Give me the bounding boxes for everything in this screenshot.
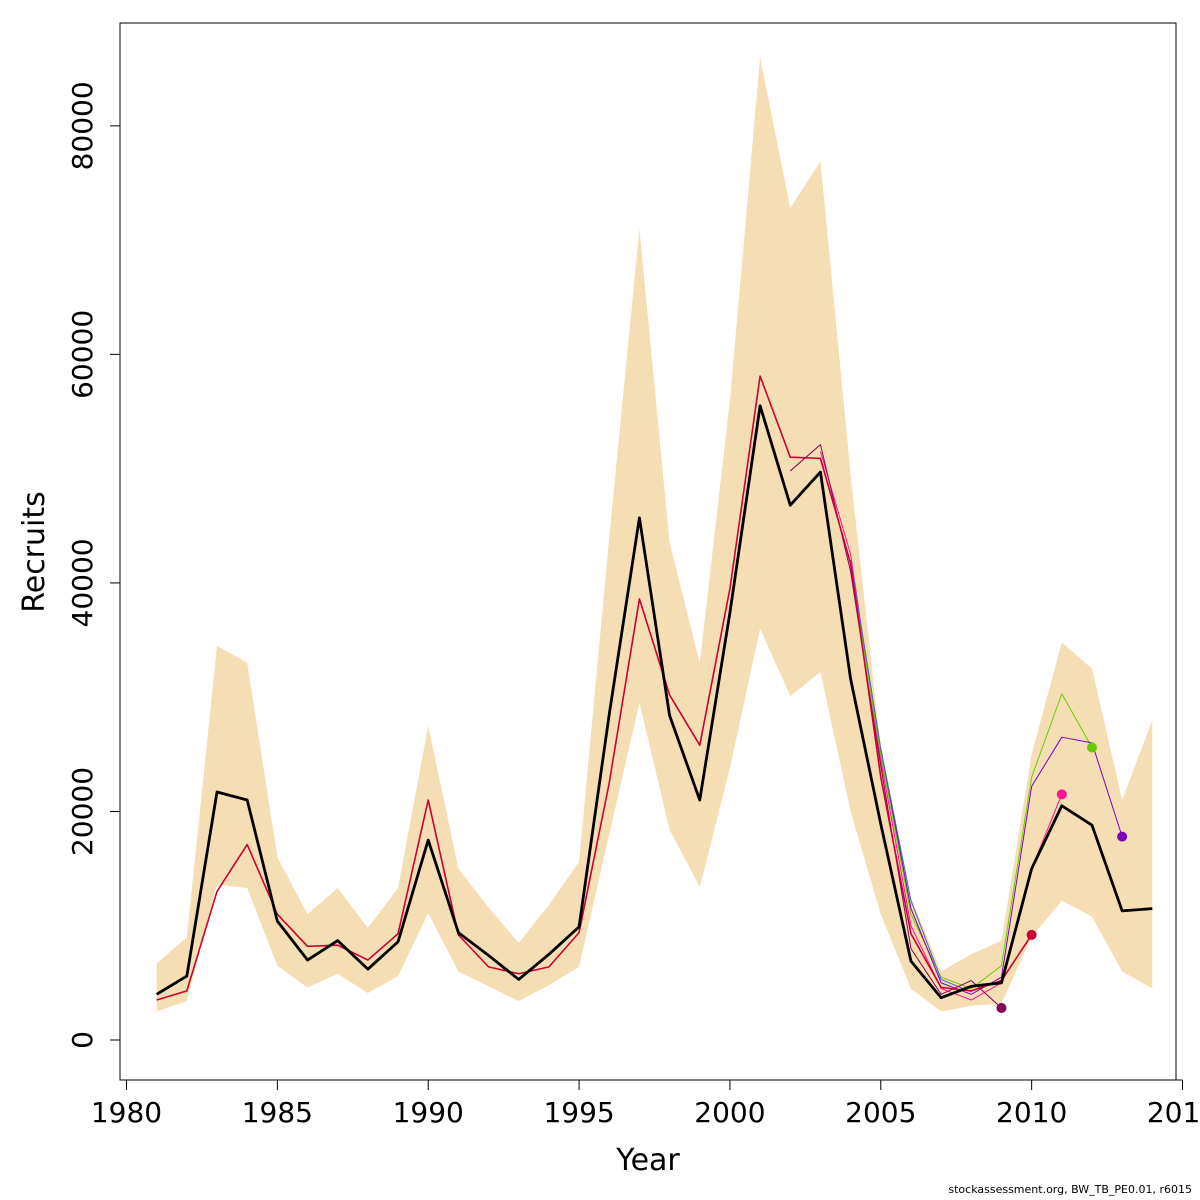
series-line-5 bbox=[880, 736, 1123, 995]
x-tick-label: 2015 bbox=[1147, 1096, 1200, 1129]
confidence-band-layer bbox=[156, 57, 1153, 1012]
series-layer bbox=[155, 375, 1153, 1009]
y-tick-label: 40000 bbox=[66, 538, 99, 627]
y-tick-label: 60000 bbox=[66, 310, 99, 399]
series-end-point-7 bbox=[996, 1003, 1007, 1014]
x-tick-label: 2000 bbox=[694, 1096, 765, 1129]
y-tick-label: 80000 bbox=[66, 81, 99, 170]
series-end-point-4 bbox=[1086, 742, 1097, 753]
series-line-6 bbox=[850, 559, 972, 993]
series-end-point-2 bbox=[1026, 929, 1037, 940]
series-line-4 bbox=[850, 565, 1093, 990]
y-tick-label: 0 bbox=[66, 1031, 99, 1049]
series-line-2 bbox=[156, 375, 1033, 1001]
x-tick-label: 1980 bbox=[91, 1096, 162, 1129]
series-end-point-5 bbox=[1117, 831, 1128, 842]
end-marker-layer bbox=[996, 742, 1128, 1014]
y-tick-label: 20000 bbox=[66, 767, 99, 856]
x-axis: 1980 1985 1990 1995 2000 2005 2010 2015 bbox=[91, 1079, 1200, 1129]
footer-credit: stockassessment.org, BW_TB_PE0.01, r6015 bbox=[948, 1183, 1192, 1196]
x-tick-label: 1995 bbox=[543, 1096, 614, 1129]
y-axis: 0 20000 40000 60000 80000 bbox=[66, 81, 121, 1049]
x-tick-label: 2005 bbox=[845, 1096, 916, 1129]
x-tick-label: 2010 bbox=[996, 1096, 1067, 1129]
series-end-point-3 bbox=[1056, 789, 1067, 800]
x-axis-title: Year bbox=[615, 1143, 680, 1178]
confidence-band bbox=[156, 57, 1153, 1012]
y-axis-title: Recruits bbox=[17, 491, 52, 613]
series-line-1 bbox=[155, 404, 1153, 1000]
x-tick-label: 1985 bbox=[242, 1096, 313, 1129]
x-tick-label: 1990 bbox=[393, 1096, 464, 1129]
